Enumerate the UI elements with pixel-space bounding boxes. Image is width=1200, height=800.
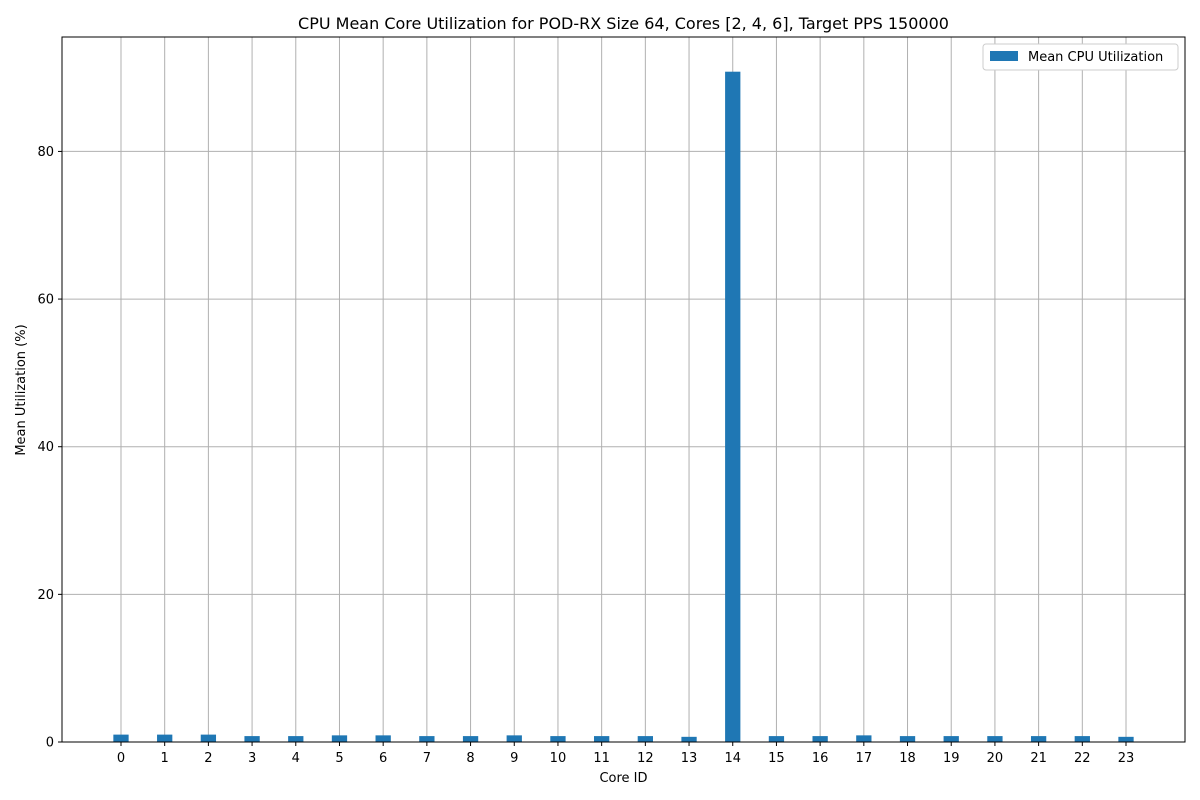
x-axis-label: Core ID	[599, 771, 647, 786]
bar-core-5	[331, 735, 348, 742]
bar-core-18	[899, 736, 916, 742]
x-tick-label: 6	[379, 751, 387, 766]
bar-core-6	[375, 735, 391, 742]
y-tick-label: 20	[37, 588, 54, 603]
bar-core-16	[812, 736, 828, 742]
x-tick-label: 16	[812, 751, 829, 766]
bar-core-12	[637, 736, 653, 742]
bar-core-21	[1030, 736, 1047, 742]
y-tick-label: 0	[46, 736, 54, 751]
x-tick-label: 22	[1074, 751, 1091, 766]
x-tick-label: 14	[724, 751, 741, 766]
x-tick-label: 11	[593, 751, 610, 766]
bar-core-1	[157, 734, 173, 742]
x-tick-label: 12	[637, 751, 654, 766]
bar-core-11	[594, 736, 610, 742]
x-tick-label: 1	[161, 751, 169, 766]
plot-area-frame	[61, 36, 1186, 743]
x-axis-ticks: 0 1 2 3 4 5 6 7 8 9 10 11 12 13 14 15 16 17 18 19 20 21 22 23	[117, 742, 1134, 766]
x-tick-label: 5	[335, 751, 343, 766]
bar-core-15	[768, 736, 785, 742]
y-tick-label: 40	[37, 440, 54, 455]
bar-core-2	[200, 734, 217, 742]
bar-core-8	[462, 736, 479, 742]
x-tick-label: 7	[423, 751, 431, 766]
bar-core-20	[987, 736, 1003, 742]
bar-core-3	[244, 736, 260, 742]
bar-core-10	[550, 736, 566, 742]
legend-box	[982, 43, 1179, 71]
chart-title: CPU Mean Core Utilization for POD-RX Siz…	[298, 14, 949, 33]
bar-core-9	[506, 735, 522, 742]
x-tick-label: 4	[292, 751, 300, 766]
x-tick-label: 15	[768, 751, 785, 766]
x-tick-label: 2	[204, 751, 212, 766]
bar-core-19	[943, 736, 959, 742]
bar-core-23	[1118, 736, 1134, 742]
x-tick-label: 21	[1030, 751, 1047, 766]
x-tick-label: 3	[248, 751, 256, 766]
legend-label: Mean CPU Utilization	[1028, 50, 1163, 65]
y-axis-label: Mean Utilization (%)	[14, 324, 29, 455]
bar-core-7	[419, 736, 435, 742]
bar-core-14	[725, 71, 741, 742]
bar-core-13	[681, 736, 697, 742]
bar-core-17	[856, 735, 872, 742]
bar-core-0	[113, 734, 129, 742]
x-tick-label: 19	[943, 751, 960, 766]
legend-swatch	[990, 51, 1018, 61]
bar-core-4	[288, 736, 304, 742]
bar-core-22	[1074, 736, 1090, 742]
y-tick-label: 60	[37, 293, 54, 308]
x-tick-label: 9	[510, 751, 518, 766]
legend: Mean CPU Utilization	[982, 43, 1179, 71]
x-tick-label: 10	[550, 751, 567, 766]
x-tick-label: 20	[987, 751, 1004, 766]
y-axis-ticks: 0 20 40 60 80	[37, 145, 62, 751]
bars	[113, 71, 1134, 742]
x-tick-label: 17	[856, 751, 873, 766]
x-tick-label: 23	[1118, 751, 1135, 766]
x-tick-label: 18	[899, 751, 916, 766]
y-tick-label: 80	[37, 145, 54, 160]
x-tick-label: 13	[681, 751, 698, 766]
x-tick-label: 8	[466, 751, 474, 766]
x-tick-label: 0	[117, 751, 125, 766]
